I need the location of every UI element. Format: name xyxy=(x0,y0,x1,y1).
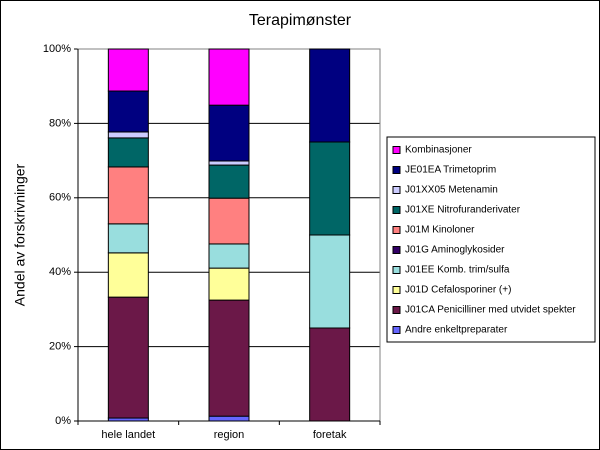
y-tick-label: 80% xyxy=(49,117,71,129)
chart-title: Terapimønster xyxy=(249,12,352,29)
bar-segment xyxy=(107,131,149,139)
legend-label: J01XE Nitrofuranderivater xyxy=(405,205,521,216)
bar-segment xyxy=(208,197,250,245)
legend-swatch xyxy=(392,226,401,234)
legend-swatch xyxy=(392,306,401,314)
bar-segment xyxy=(107,223,149,254)
x-tick-label: hele landet xyxy=(101,429,155,441)
legend-swatch xyxy=(392,206,401,214)
legend-label: Andre enkeltpreparater xyxy=(405,325,508,336)
bar-segment xyxy=(309,234,351,329)
y-tick-label: 20% xyxy=(49,341,71,353)
bar-segment xyxy=(107,137,149,168)
bar-segment xyxy=(208,243,250,269)
bar-segment xyxy=(107,166,149,225)
bar-segment xyxy=(208,48,250,106)
y-axis-title: Andel av forskrivninger xyxy=(12,163,28,306)
legend-label: J01D Cefalosporiner (+) xyxy=(405,285,511,296)
y-tick-label: 60% xyxy=(49,192,71,204)
bar-segment xyxy=(107,90,149,133)
legend-label: J01CA Penicilliner med utvidet spekter xyxy=(405,305,576,316)
legend-swatch xyxy=(392,186,401,194)
x-tick-label: region xyxy=(214,429,245,441)
legend-swatch xyxy=(392,146,401,154)
bar-segment xyxy=(208,415,250,422)
y-tick-label: 100% xyxy=(43,43,71,55)
legend-label: Kombinasjoner xyxy=(405,145,472,156)
bar-segment xyxy=(107,296,149,419)
bar-segment xyxy=(309,327,351,422)
legend-swatch xyxy=(392,266,401,274)
bar-segment xyxy=(309,141,351,236)
bar-segment xyxy=(107,252,149,298)
legend-box xyxy=(386,136,596,343)
y-tick-label: 40% xyxy=(49,266,71,278)
legend-label: JE01EA Trimetoprim xyxy=(405,165,496,176)
bar-segment xyxy=(208,267,250,301)
bar-segment xyxy=(208,299,250,417)
legend-label: J01M Kinoloner xyxy=(405,225,475,236)
bar-segment xyxy=(208,164,250,199)
y-tick-label: 0% xyxy=(55,415,71,427)
legend-swatch xyxy=(392,286,401,294)
legend-swatch xyxy=(392,166,401,174)
bar-segment xyxy=(309,48,351,143)
x-tick-label: foretak xyxy=(313,429,347,441)
legend-label: J01G Aminoglykosider xyxy=(405,245,505,256)
bar-segment xyxy=(208,160,250,166)
legend-swatch xyxy=(392,326,401,334)
legend-label: J01EE Komb. trim/sulfa xyxy=(405,265,510,276)
bar-segment xyxy=(208,104,250,162)
bar-segment xyxy=(107,48,149,92)
legend-swatch xyxy=(392,246,401,254)
legend-label: J01XX05 Metenamin xyxy=(405,185,498,196)
